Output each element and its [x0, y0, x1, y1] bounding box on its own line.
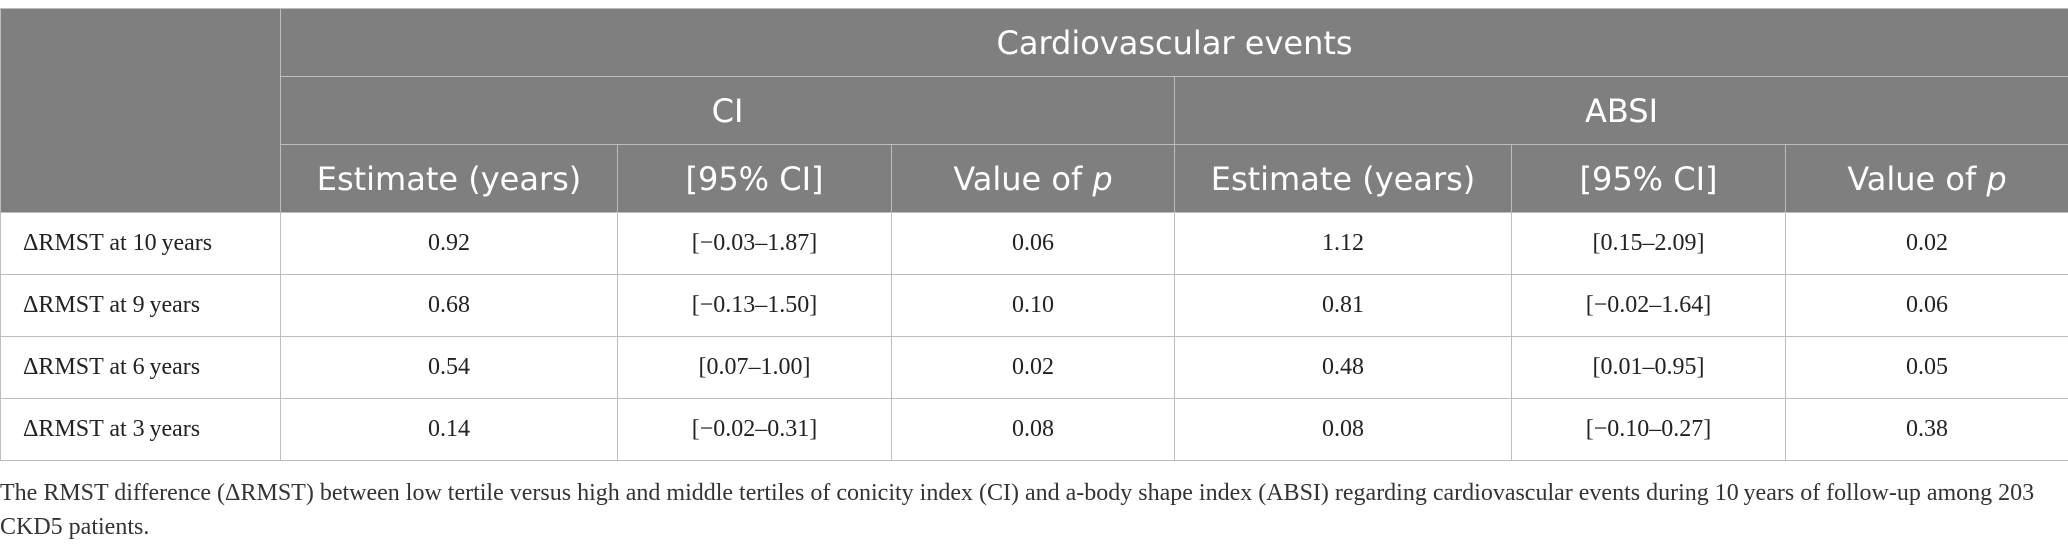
- table-cell: 0.68: [280, 274, 618, 337]
- header-row-group: Cardiovascular events: [0, 8, 2068, 213]
- row-label: ΔRMST at 9 years: [0, 274, 281, 337]
- table-cell: [−0.03–1.87]: [617, 212, 892, 275]
- table-cell: 0.02: [891, 336, 1175, 399]
- table-cell: [−0.02–1.64]: [1511, 274, 1786, 337]
- column-header-ci-interval: [95% CI]: [617, 144, 892, 213]
- header-row-columns: Estimate (years) [95% CI] Value of p Est…: [1, 144, 2068, 213]
- subgroup-header-ci: CI: [280, 76, 1175, 145]
- table-row: ΔRMST at 10 years 0.92 [−0.03–1.87] 0.06…: [0, 212, 2068, 275]
- header-row-subgroups: CI ABSI: [1, 76, 2068, 145]
- table-cell: 0.10: [891, 274, 1175, 337]
- table-cell: 0.38: [1784, 398, 2068, 461]
- table-cell: 0.81: [1174, 274, 1512, 337]
- table-cell: 0.05: [1784, 336, 2068, 399]
- column-header-absi-interval: [95% CI]: [1511, 144, 1786, 213]
- column-header-absi-p-value: Value of p: [1784, 144, 2068, 213]
- table-caption: The RMST difference (ΔRMST) between low …: [0, 480, 2035, 540]
- table-cell: [−0.13–1.50]: [617, 274, 892, 337]
- table-cell: [0.01–0.95]: [1511, 336, 1786, 399]
- table-cell: [−0.02–0.31]: [617, 398, 892, 461]
- table-cell: 0.48: [1174, 336, 1512, 399]
- table-cell: 0.08: [891, 398, 1175, 461]
- table-row: ΔRMST at 9 years 0.68 [−0.13–1.50] 0.10 …: [0, 274, 2068, 337]
- subgroup-header-absi: ABSI: [1173, 76, 2068, 145]
- column-header-ci-estimate: Estimate (years): [280, 144, 618, 213]
- table-cell: 1.12: [1174, 212, 1512, 275]
- table-cell: [−0.10–0.27]: [1511, 398, 1786, 461]
- table-cell: 0.02: [1784, 212, 2068, 275]
- table-row: ΔRMST at 3 years 0.14 [−0.02–0.31] 0.08 …: [0, 398, 2068, 461]
- table-cell: 0.92: [280, 212, 618, 275]
- table-row: ΔRMST at 6 years 0.54 [0.07–1.00] 0.02 0…: [0, 336, 2068, 399]
- table-cell: 0.06: [1784, 274, 2068, 337]
- group-header: Cardiovascular events: [279, 8, 2068, 77]
- table-cell: [0.07–1.00]: [617, 336, 892, 399]
- row-label: ΔRMST at 3 years: [0, 398, 281, 461]
- table-cell: [0.15–2.09]: [1511, 212, 1786, 275]
- table-cell: 0.08: [1174, 398, 1512, 461]
- row-label: ΔRMST at 6 years: [0, 336, 281, 399]
- table-cell: 0.54: [280, 336, 618, 399]
- column-header-absi-estimate: Estimate (years): [1174, 144, 1512, 213]
- results-table: Cardiovascular events CI ABSI Estimate (…: [0, 8, 2068, 461]
- header-corner-cell: [0, 8, 281, 213]
- table-cell: 0.14: [280, 398, 618, 461]
- row-label: ΔRMST at 10 years: [0, 212, 281, 275]
- table-cell: 0.06: [891, 212, 1175, 275]
- column-header-ci-p-value: Value of p: [891, 144, 1175, 213]
